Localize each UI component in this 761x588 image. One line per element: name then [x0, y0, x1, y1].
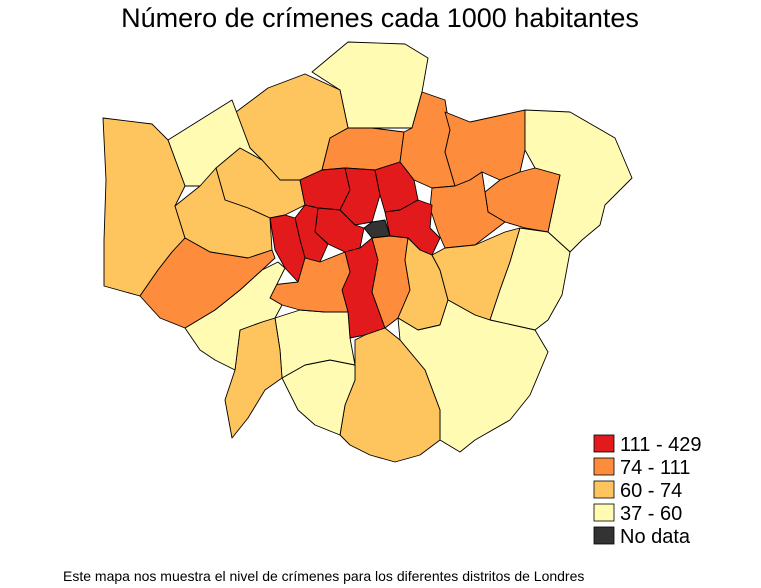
- legend-label-4: 37 - 60: [620, 503, 682, 525]
- london-boroughs: [102, 41, 633, 463]
- legend-swatch-2: [593, 457, 615, 476]
- legend-swatch-5: [593, 526, 615, 545]
- legend-swatch-4: [593, 503, 615, 522]
- borough-newham: [429, 171, 506, 249]
- borough-bexley: [489, 227, 571, 331]
- legend-label-5: No data: [620, 526, 691, 548]
- borough-hounslow: [139, 237, 276, 329]
- map-title: Número de crímenes cada 1000 habitantes: [121, 3, 639, 33]
- map-caption: Este mapa nos muestra el nivel de crímen…: [63, 568, 584, 584]
- legend-swatch-3: [593, 480, 615, 499]
- legend-swatch-1: [593, 434, 615, 453]
- legend-label-3: 60 - 74: [620, 480, 682, 502]
- legend-label-1: 111 - 429: [620, 434, 702, 456]
- map-legend: 111 - 429 74 - 111 60 - 74 37 - 60 No da…: [593, 434, 702, 548]
- borough-redbridge: [444, 109, 526, 187]
- borough-city-of-london: [363, 219, 391, 239]
- legend-label-2: 74 - 111: [620, 457, 690, 479]
